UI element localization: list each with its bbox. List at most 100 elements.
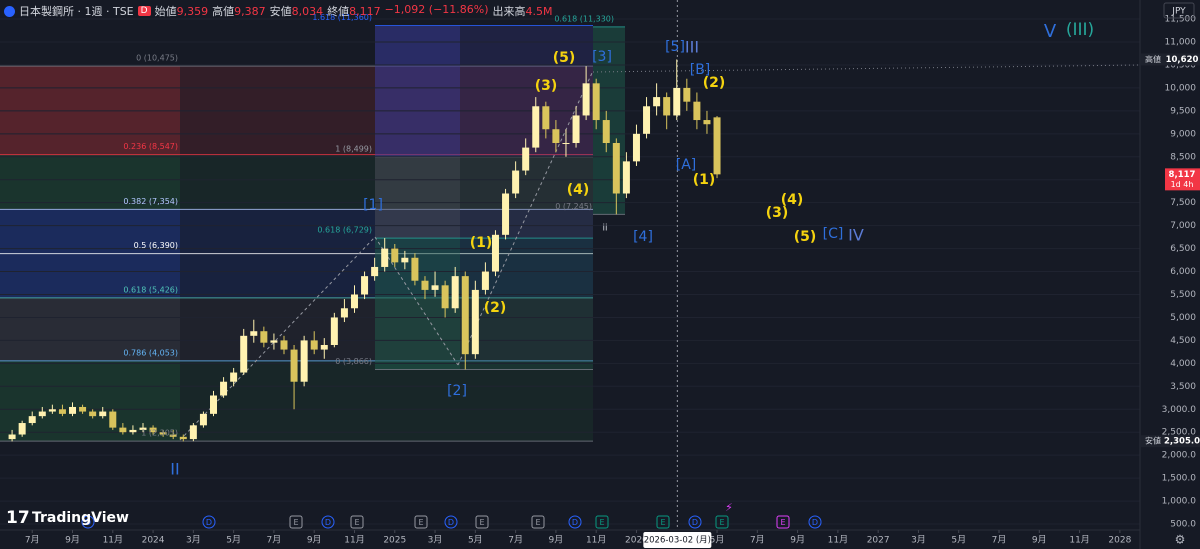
legend-field: 安値8,034 — [270, 3, 324, 19]
x-tick-label: 5月 — [468, 535, 483, 546]
candle-body — [290, 349, 298, 382]
legend-field: 始値9,359 — [155, 3, 209, 19]
wave-label: [A] — [676, 157, 697, 173]
candle-body — [8, 434, 16, 440]
lightning-icon[interactable]: ⚡ — [725, 501, 733, 514]
wave-label: [1] — [363, 197, 383, 213]
event-shape — [321, 515, 335, 529]
field-value: 9,387 — [234, 5, 266, 18]
event-marker[interactable]: E — [475, 515, 489, 529]
event-label: E — [660, 518, 665, 527]
event-marker[interactable]: D — [321, 515, 335, 529]
y-tick-label: 4,000 — [1170, 359, 1196, 369]
event-shape — [444, 515, 458, 529]
y-tick-label: 2,000.0 — [1162, 451, 1197, 461]
wave-label: [5] — [665, 39, 685, 55]
event-shape — [595, 515, 609, 529]
x-tick-label: 2026 — [625, 536, 648, 546]
field-label: 高値 — [212, 5, 235, 18]
candle-body — [350, 294, 358, 309]
candle-body — [663, 97, 671, 116]
event-marker[interactable]: E — [715, 515, 729, 529]
event-shape — [475, 515, 489, 529]
event-marker[interactable]: E — [531, 515, 545, 529]
y-tick-label: 4,500 — [1170, 336, 1196, 346]
wave-label: (5) — [794, 229, 817, 245]
event-marker[interactable]: E — [350, 515, 364, 529]
candle-body — [693, 101, 701, 121]
wave-label: ii — [602, 224, 607, 234]
y-tick-label: 9,500 — [1170, 106, 1196, 116]
candle-body — [471, 289, 479, 355]
field-label: 終値 — [327, 5, 350, 18]
candle-body — [18, 423, 26, 435]
event-marker[interactable]: D — [568, 515, 582, 529]
candle-body — [592, 83, 600, 121]
event-shape — [715, 515, 729, 529]
event-marker[interactable]: D — [444, 515, 458, 529]
price-tag-value: 10,620 — [1166, 55, 1199, 65]
tag-label-bg — [1141, 53, 1165, 66]
tag-label: 安値 — [1145, 436, 1161, 446]
settings-icon[interactable]: ⚙ — [1175, 533, 1186, 547]
candle-body — [48, 409, 56, 412]
event-label: D — [572, 518, 578, 527]
x-tick-label: 9月 — [307, 535, 322, 546]
legend-field: 終値8,117 — [327, 3, 381, 19]
currency-box[interactable] — [1163, 2, 1195, 19]
y-tick-label: 10,000 — [1165, 83, 1197, 93]
x-tick-label: 3月 — [428, 535, 443, 546]
candle-body — [199, 413, 207, 426]
event-marker[interactable]: D — [688, 515, 702, 529]
field-value: 9,359 — [176, 5, 209, 18]
event-marker[interactable]: D — [808, 515, 822, 529]
event-shape — [414, 515, 428, 529]
x-tick-label: 5月 — [710, 535, 725, 546]
event-marker[interactable]: E — [656, 515, 670, 529]
y-tick-label: 9,000 — [1170, 129, 1196, 139]
event-marker[interactable]: E — [289, 515, 303, 529]
y-tick-label: 1,500.0 — [1162, 474, 1197, 484]
event-shape — [531, 515, 545, 529]
event-label: D — [325, 518, 331, 527]
candle-body — [391, 248, 399, 263]
event-marker[interactable]: E — [414, 515, 428, 529]
event-marker[interactable]: E — [595, 515, 609, 529]
wave-lines — [179, 64, 1141, 441]
candle-body — [169, 434, 177, 437]
x-tick-label: 9月 — [790, 535, 805, 546]
event-marker[interactable]: D — [81, 515, 95, 529]
legend-field: −1,092 (−11.86%) — [385, 3, 489, 19]
event-label: E — [780, 518, 785, 527]
candle-body — [381, 248, 389, 267]
wave-label: (1) — [693, 172, 716, 188]
symbol-icon — [4, 5, 15, 17]
candle-body — [300, 340, 308, 382]
event-marker[interactable]: D — [202, 515, 216, 529]
tag-label-bg — [1141, 435, 1165, 448]
event-shape — [350, 515, 364, 529]
wave-label: [C] — [823, 226, 844, 242]
fib-label: 1 (2,305) — [141, 429, 178, 438]
field-value: 8,034 — [291, 5, 324, 18]
fib-label: 0.618 (5,426) — [123, 285, 178, 294]
wave-label: (2) — [484, 300, 507, 316]
fib-label: 0.382 (7,354) — [123, 197, 178, 206]
x-tick-label: 7月 — [750, 535, 765, 546]
event-shape — [289, 515, 303, 529]
candle-body — [58, 409, 66, 414]
event-label: E — [479, 518, 484, 527]
fib-label: 0 (7,245) — [555, 202, 592, 211]
x-tick-label: 9月 — [1032, 535, 1047, 546]
symbol[interactable]: 日本製鋼所 · 1週 · TSE — [19, 5, 134, 18]
y-tick-label: 500.0 — [1170, 520, 1196, 530]
price-tag-sub: 1d 4h — [1171, 180, 1194, 189]
candle-body — [683, 87, 691, 102]
candle-body — [209, 395, 217, 414]
price-tag — [1165, 53, 1200, 66]
fib-zone — [375, 25, 460, 157]
candle-body — [119, 427, 127, 433]
candle-body — [310, 340, 318, 350]
event-marker[interactable]: E — [776, 515, 790, 529]
